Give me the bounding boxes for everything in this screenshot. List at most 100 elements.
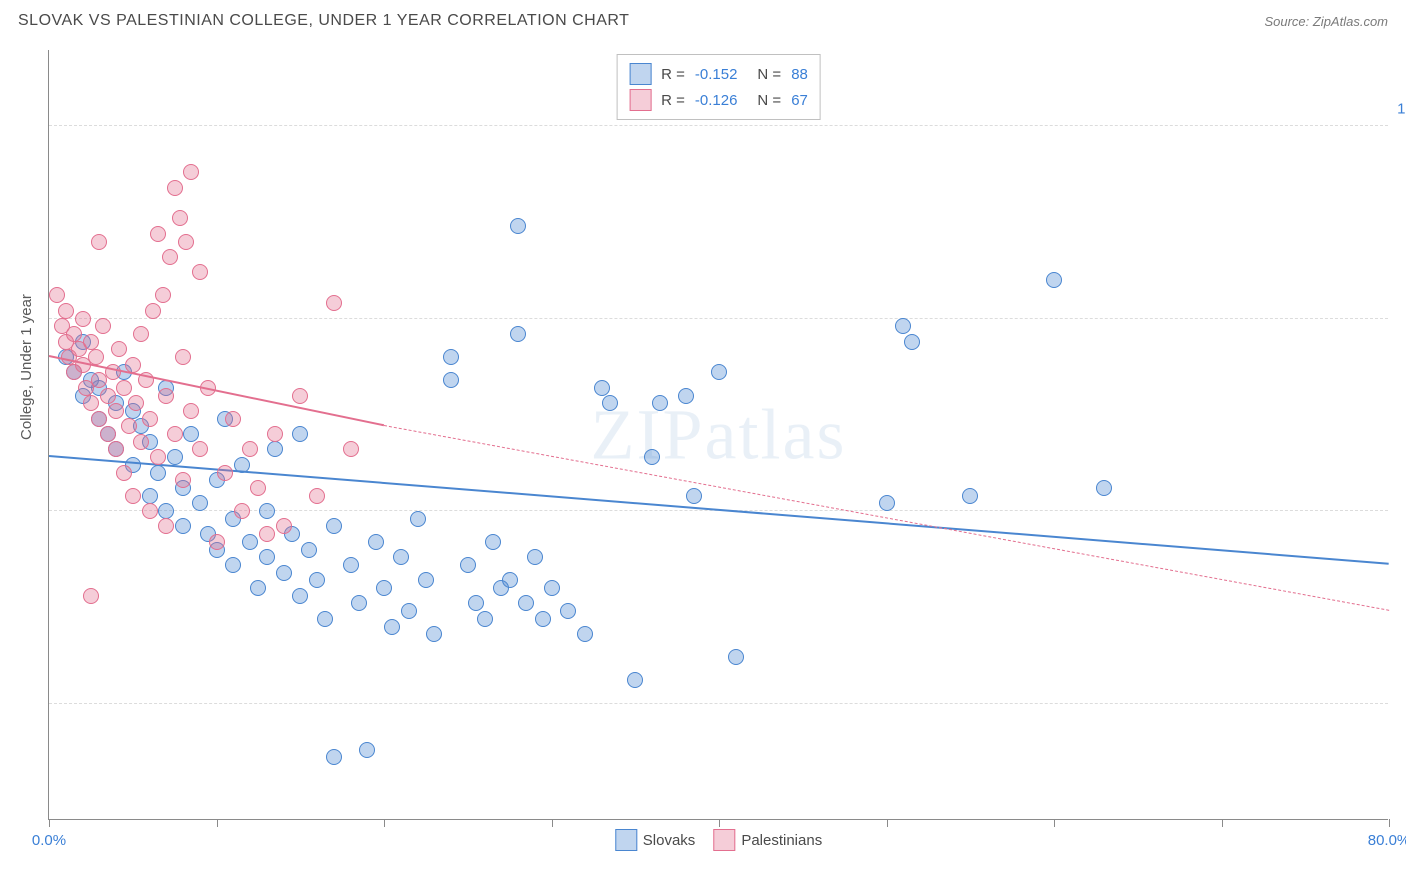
data-point — [443, 349, 459, 365]
n-label: N = — [757, 92, 781, 109]
x-tick — [1389, 819, 1390, 827]
x-tick-label: 80.0% — [1368, 832, 1406, 849]
data-point — [376, 580, 392, 596]
x-tick — [887, 819, 888, 827]
data-point — [292, 426, 308, 442]
y-axis-label: College, Under 1 year — [18, 294, 35, 440]
data-point — [678, 388, 694, 404]
data-point — [158, 388, 174, 404]
data-point — [276, 565, 292, 581]
data-point — [602, 395, 618, 411]
data-point — [58, 303, 74, 319]
data-point — [175, 349, 191, 365]
data-point — [502, 572, 518, 588]
x-tick-label: 0.0% — [32, 832, 66, 849]
data-point — [510, 326, 526, 342]
data-point — [359, 742, 375, 758]
data-point — [711, 364, 727, 380]
data-point — [309, 572, 325, 588]
data-point — [178, 234, 194, 250]
data-point — [627, 672, 643, 688]
data-point — [75, 311, 91, 327]
x-tick — [552, 819, 553, 827]
data-point — [91, 411, 107, 427]
data-point — [904, 334, 920, 350]
data-point — [317, 611, 333, 627]
data-point — [577, 626, 593, 642]
data-point — [242, 441, 258, 457]
data-point — [384, 619, 400, 635]
data-point — [83, 588, 99, 604]
data-point — [485, 534, 501, 550]
data-point — [686, 488, 702, 504]
data-point — [158, 503, 174, 519]
data-point — [460, 557, 476, 573]
r-value: -0.126 — [695, 92, 738, 109]
data-point — [426, 626, 442, 642]
data-point — [644, 449, 660, 465]
data-point — [142, 411, 158, 427]
data-point — [292, 388, 308, 404]
data-point — [652, 395, 668, 411]
data-point — [594, 380, 610, 396]
legend-stats: R = -0.152N = 88R = -0.126N = 67 — [616, 54, 821, 120]
data-point — [116, 465, 132, 481]
y-tick-label: 50.0% — [1393, 486, 1406, 503]
legend-stats-row: R = -0.152N = 88 — [629, 61, 808, 87]
data-point — [895, 318, 911, 334]
data-point — [518, 595, 534, 611]
data-point — [167, 180, 183, 196]
data-point — [510, 218, 526, 234]
data-point — [150, 449, 166, 465]
gridline — [49, 125, 1388, 126]
data-point — [962, 488, 978, 504]
data-point — [158, 518, 174, 534]
data-point — [83, 334, 99, 350]
data-point — [142, 503, 158, 519]
legend-swatch — [629, 89, 651, 111]
data-point — [326, 295, 342, 311]
data-point — [175, 518, 191, 534]
data-point — [292, 588, 308, 604]
data-point — [276, 518, 292, 534]
data-point — [162, 249, 178, 265]
data-point — [1096, 480, 1112, 496]
data-point — [242, 534, 258, 550]
data-point — [393, 549, 409, 565]
data-point — [259, 549, 275, 565]
data-point — [351, 595, 367, 611]
r-label: R = — [661, 66, 685, 83]
x-tick — [384, 819, 385, 827]
data-point — [66, 326, 82, 342]
data-point — [95, 318, 111, 334]
data-point — [234, 503, 250, 519]
gridline — [49, 318, 1388, 319]
data-point — [728, 649, 744, 665]
data-point — [477, 611, 493, 627]
data-point — [108, 403, 124, 419]
data-point — [259, 526, 275, 542]
data-point — [133, 434, 149, 450]
data-point — [418, 572, 434, 588]
data-point — [468, 595, 484, 611]
data-point — [250, 580, 266, 596]
data-point — [1046, 272, 1062, 288]
legend-item: Slovaks — [615, 829, 696, 851]
data-point — [250, 480, 266, 496]
data-point — [309, 488, 325, 504]
n-value: 88 — [791, 66, 808, 83]
data-point — [175, 472, 191, 488]
data-point — [121, 418, 137, 434]
data-point — [192, 264, 208, 280]
data-point — [142, 488, 158, 504]
data-point — [209, 534, 225, 550]
legend-swatch — [713, 829, 735, 851]
chart-source: Source: ZipAtlas.com — [1264, 14, 1388, 29]
data-point — [225, 557, 241, 573]
data-point — [150, 226, 166, 242]
x-tick — [49, 819, 50, 827]
data-point — [183, 164, 199, 180]
r-value: -0.152 — [695, 66, 738, 83]
y-tick-label: 75.0% — [1393, 293, 1406, 310]
x-tick — [217, 819, 218, 827]
